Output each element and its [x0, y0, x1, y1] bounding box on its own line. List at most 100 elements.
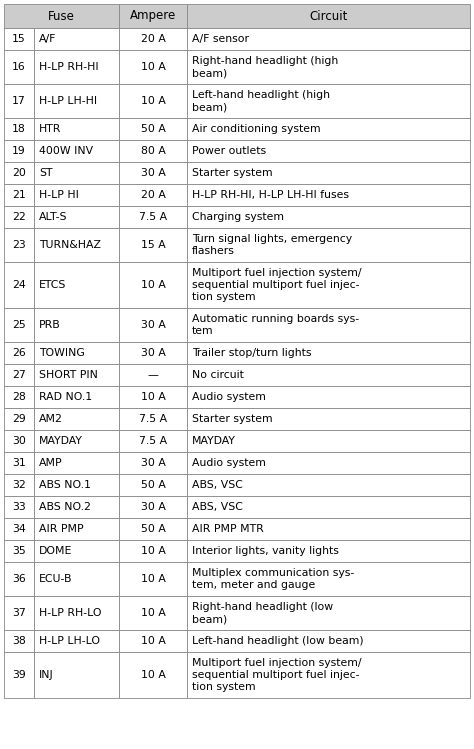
Text: 10 A: 10 A: [141, 96, 165, 106]
Text: 31: 31: [12, 458, 26, 468]
Text: Left-hand headlight (low beam): Left-hand headlight (low beam): [192, 636, 364, 646]
Text: Starter system: Starter system: [192, 414, 273, 424]
Text: 34: 34: [12, 524, 26, 534]
Bar: [34, 28, 119, 50]
Bar: [34, 162, 119, 184]
Text: ABS NO.1: ABS NO.1: [39, 480, 91, 490]
Text: 10 A: 10 A: [141, 546, 165, 556]
Text: Ampere: Ampere: [130, 10, 176, 22]
Bar: [119, 184, 187, 206]
Bar: [187, 452, 470, 474]
Text: 32: 32: [12, 480, 26, 490]
Bar: [4, 496, 34, 518]
Text: H-LP LH-HI: H-LP LH-HI: [39, 96, 97, 106]
Bar: [119, 342, 187, 364]
Bar: [4, 540, 34, 562]
Text: TURN&HAZ: TURN&HAZ: [39, 240, 101, 250]
Bar: [4, 28, 34, 50]
Text: 50 A: 50 A: [141, 124, 165, 134]
Bar: [4, 206, 34, 228]
Text: 21: 21: [12, 190, 26, 200]
Text: 10 A: 10 A: [141, 392, 165, 402]
Text: RAD NO.1: RAD NO.1: [39, 392, 92, 402]
Text: TOWING: TOWING: [39, 348, 85, 358]
Text: Fuse: Fuse: [48, 10, 75, 22]
Bar: [4, 4, 119, 28]
Bar: [4, 518, 34, 540]
Text: 10 A: 10 A: [141, 62, 165, 72]
Text: 29: 29: [12, 414, 26, 424]
Bar: [34, 50, 119, 84]
Bar: [119, 452, 187, 474]
Bar: [4, 262, 34, 308]
Text: 37: 37: [12, 608, 26, 618]
Bar: [4, 562, 34, 596]
Text: H-LP RH-HI, H-LP LH-HI fuses: H-LP RH-HI, H-LP LH-HI fuses: [192, 190, 349, 200]
Text: 39: 39: [12, 670, 26, 680]
Text: 19: 19: [12, 146, 26, 156]
Text: ABS NO.2: ABS NO.2: [39, 502, 91, 512]
Text: 28: 28: [12, 392, 26, 402]
Bar: [34, 84, 119, 118]
Bar: [187, 562, 470, 596]
Text: 15 A: 15 A: [141, 240, 165, 250]
Text: 400W INV: 400W INV: [39, 146, 93, 156]
Bar: [187, 596, 470, 630]
Bar: [119, 408, 187, 430]
Text: 26: 26: [12, 348, 26, 358]
Text: 20: 20: [12, 168, 26, 178]
Text: Turn signal lights, emergency
flashers: Turn signal lights, emergency flashers: [192, 234, 352, 256]
Text: 35: 35: [12, 546, 26, 556]
Bar: [4, 408, 34, 430]
Bar: [187, 342, 470, 364]
Bar: [34, 140, 119, 162]
Bar: [34, 452, 119, 474]
Bar: [187, 386, 470, 408]
Bar: [4, 364, 34, 386]
Bar: [119, 206, 187, 228]
Text: 7.5 A: 7.5 A: [139, 414, 167, 424]
Text: 50 A: 50 A: [141, 480, 165, 490]
Bar: [187, 630, 470, 652]
Bar: [119, 140, 187, 162]
Bar: [187, 496, 470, 518]
Text: Power outlets: Power outlets: [192, 146, 266, 156]
Bar: [187, 262, 470, 308]
Text: 7.5 A: 7.5 A: [139, 212, 167, 222]
Text: AM2: AM2: [39, 414, 63, 424]
Bar: [187, 140, 470, 162]
Bar: [34, 562, 119, 596]
Bar: [187, 308, 470, 342]
Bar: [4, 386, 34, 408]
Text: HTR: HTR: [39, 124, 61, 134]
Bar: [119, 386, 187, 408]
Bar: [119, 630, 187, 652]
Text: ETCS: ETCS: [39, 280, 66, 290]
Bar: [119, 496, 187, 518]
Text: Circuit: Circuit: [310, 10, 348, 22]
Bar: [34, 364, 119, 386]
Text: A/F sensor: A/F sensor: [192, 34, 249, 44]
Bar: [4, 630, 34, 652]
Bar: [187, 518, 470, 540]
Text: 10 A: 10 A: [141, 280, 165, 290]
Text: 17: 17: [12, 96, 26, 106]
Bar: [34, 184, 119, 206]
Text: 38: 38: [12, 636, 26, 646]
Bar: [187, 206, 470, 228]
Text: 23: 23: [12, 240, 26, 250]
Text: Multiport fuel injection system/
sequential multiport fuel injec-
tion system: Multiport fuel injection system/ sequent…: [192, 267, 362, 303]
Bar: [187, 408, 470, 430]
Text: 30 A: 30 A: [141, 458, 165, 468]
Bar: [187, 364, 470, 386]
Text: 24: 24: [12, 280, 26, 290]
Text: 20 A: 20 A: [141, 190, 165, 200]
Bar: [4, 430, 34, 452]
Bar: [119, 4, 187, 28]
Bar: [34, 408, 119, 430]
Bar: [34, 540, 119, 562]
Bar: [34, 308, 119, 342]
Bar: [119, 228, 187, 262]
Text: Interior lights, vanity lights: Interior lights, vanity lights: [192, 546, 339, 556]
Bar: [34, 118, 119, 140]
